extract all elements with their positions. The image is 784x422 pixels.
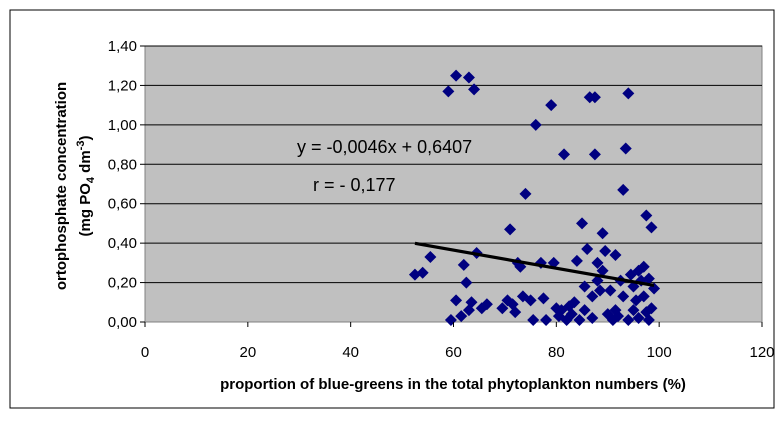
y-axis-title-line1: ortophosphate concentration (53, 82, 70, 290)
x-tick-label: 60 (445, 344, 462, 361)
y-tick-label: 1,40 (108, 38, 137, 55)
y-tick-label: 1,00 (108, 117, 137, 134)
y-tick-label: 0,40 (108, 235, 137, 252)
x-tick-label: 80 (548, 344, 565, 361)
y-tick-label: 0,60 (108, 196, 137, 213)
equation-annotation: y = -0,0046x + 0,6407 (297, 137, 472, 157)
correlation-annotation: r = - 0,177 (313, 175, 396, 195)
y-tick-label: 0,00 (108, 314, 137, 331)
x-axis-title: proportion of blue-greens in the total p… (220, 376, 686, 393)
y-tick-label: 1,20 (108, 77, 137, 94)
y-tick-label: 0,80 (108, 156, 137, 173)
x-tick-label: 20 (239, 344, 256, 361)
plot-area (145, 46, 762, 322)
x-tick-label: 100 (647, 344, 672, 361)
x-tick-label: 40 (342, 344, 359, 361)
x-tick-label: 120 (749, 344, 774, 361)
y-axis-title-line2: (mg PO4 dm-3) (75, 136, 97, 237)
x-tick-label: 0 (141, 344, 149, 361)
y-tick-label: 0,20 (108, 275, 137, 292)
